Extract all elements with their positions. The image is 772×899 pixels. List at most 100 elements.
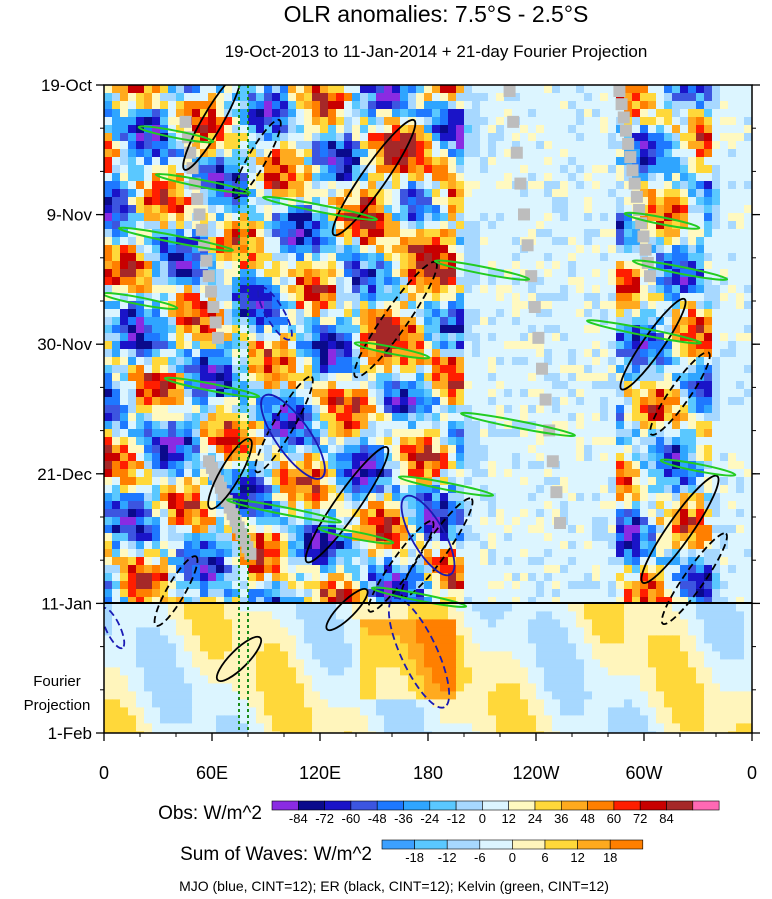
obs-cell <box>744 501 752 510</box>
obs-cell <box>104 317 113 326</box>
obs-cell <box>608 109 617 118</box>
obs-cell <box>416 461 425 470</box>
obs-cell <box>216 221 225 230</box>
obs-cell <box>376 181 385 190</box>
obs-cell <box>128 293 137 302</box>
obs-cell <box>232 333 241 342</box>
obs-cell <box>312 189 321 198</box>
obs-cell <box>736 173 745 182</box>
obs-cell <box>120 437 129 446</box>
obs-cell <box>592 221 601 230</box>
obs-cell <box>432 245 441 254</box>
obs-cell <box>120 541 129 550</box>
obs-cell <box>432 85 441 94</box>
obs-cell <box>544 133 553 142</box>
obs-cell <box>312 557 321 566</box>
obs-cell <box>392 165 401 174</box>
obs-cell <box>384 197 393 206</box>
obs-cell <box>576 549 585 558</box>
obs-cell <box>688 413 697 422</box>
obs-cell <box>712 325 721 334</box>
obs-cell <box>576 429 585 438</box>
obs-cell <box>560 397 569 406</box>
obs-cell <box>520 573 529 582</box>
obs-cell <box>536 133 545 142</box>
obs-cell <box>592 429 601 438</box>
obs-cell <box>184 277 193 286</box>
obs-cell <box>648 389 657 398</box>
obs-cell <box>400 365 409 374</box>
obs-cell <box>488 429 497 438</box>
obs-cell <box>432 381 441 390</box>
obs-cell <box>400 357 409 366</box>
obs-cell <box>128 533 137 542</box>
obs-cell <box>744 125 752 134</box>
obs-cell <box>464 509 473 518</box>
obs-cell <box>256 189 265 198</box>
obs-cell <box>456 85 465 94</box>
obs-cell <box>136 333 145 342</box>
obs-cell <box>200 189 209 198</box>
obs-cell <box>448 277 457 286</box>
obs-cell <box>472 301 481 310</box>
obs-cell <box>632 293 641 302</box>
obs-cell <box>176 429 185 438</box>
obs-cell <box>536 445 545 454</box>
obs-cell <box>392 389 401 398</box>
obs-cell <box>216 413 225 422</box>
obs-cell <box>440 421 449 430</box>
obs-cell <box>632 557 641 566</box>
obs-cell <box>528 213 537 222</box>
obs-cell <box>216 309 225 318</box>
obs-cell <box>440 317 449 326</box>
obs-cell <box>256 565 265 574</box>
obs-cell <box>504 389 513 398</box>
obs-cell <box>240 149 249 158</box>
obs-cell <box>640 397 649 406</box>
obs-cell <box>352 277 361 286</box>
obs-cell <box>736 141 745 150</box>
obs-cell <box>168 85 177 94</box>
obs-cell <box>200 469 209 478</box>
obs-cell <box>168 221 177 230</box>
obs-cell <box>312 85 321 94</box>
obs-cell <box>368 461 377 470</box>
obs-cell <box>328 389 337 398</box>
obs-cell <box>560 237 569 246</box>
obs-cell <box>176 533 185 542</box>
obs-cell <box>688 525 697 534</box>
obs-cell <box>432 205 441 214</box>
obs-cell <box>224 381 233 390</box>
obs-cell <box>496 213 505 222</box>
obs-cell <box>576 93 585 102</box>
obs-cell <box>648 453 657 462</box>
obs-cell <box>568 149 577 158</box>
obs-cell <box>656 229 665 238</box>
obs-cell <box>496 325 505 334</box>
obs-cell <box>504 149 513 158</box>
obs-cell <box>344 237 353 246</box>
obs-cell <box>104 469 113 478</box>
obs-cell <box>472 181 481 190</box>
obs-cell <box>352 429 361 438</box>
obs-cell <box>600 85 609 94</box>
obs-cell <box>272 117 281 126</box>
obs-cell <box>216 541 225 550</box>
obs-cell <box>104 109 113 118</box>
obs-cell <box>152 117 161 126</box>
obs-cell <box>664 381 673 390</box>
obs-cell <box>120 333 129 342</box>
obs-cell <box>528 141 537 150</box>
obs-cell <box>136 437 145 446</box>
obs-cell <box>432 429 441 438</box>
obs-cell <box>288 157 297 166</box>
obs-cell <box>192 253 201 262</box>
obs-cell <box>464 301 473 310</box>
obs-cell <box>200 533 209 542</box>
obs-cell <box>696 509 705 518</box>
obs-cell <box>232 405 241 414</box>
obs-cell <box>680 229 689 238</box>
obs-cell <box>568 237 577 246</box>
obs-cell <box>720 373 729 382</box>
obs-cell <box>672 349 681 358</box>
